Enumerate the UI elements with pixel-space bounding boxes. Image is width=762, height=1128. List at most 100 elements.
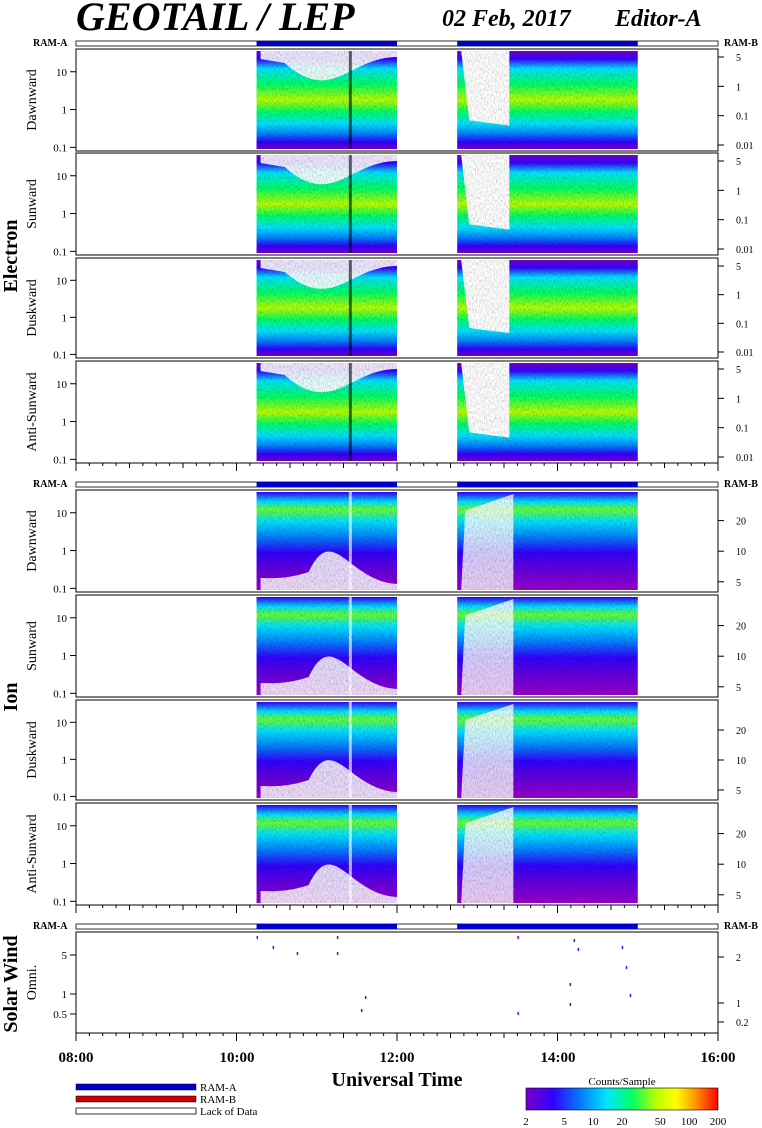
legend-swatch-ram-a — [75, 1083, 197, 1091]
legend-swatch-lack — [75, 1107, 197, 1115]
panel-label: Sunward — [25, 621, 40, 671]
spectrogram-gap — [461, 599, 514, 695]
y-tick-label: 0.1 — [53, 791, 67, 803]
ram-bar-segment — [256, 482, 397, 487]
ram-b-label: RAM-B — [724, 38, 758, 49]
right-tick-label: 0.1 — [736, 319, 749, 330]
ion-panel: 10 1 0.1 Duskward 20 10 5 — [25, 699, 746, 803]
ram-a-label: RAM-A — [33, 921, 68, 932]
electron-group-label: Electron — [0, 220, 22, 293]
y-tick-label: 10 — [56, 379, 68, 391]
spectrogram-gap — [461, 807, 514, 903]
spectrogram-gap — [461, 704, 514, 798]
panel-frame — [75, 489, 719, 593]
spectrogram-spike — [348, 51, 352, 149]
spectrogram-block — [256, 492, 638, 590]
x-tick-label: 14:00 — [541, 1050, 576, 1066]
data-point — [517, 936, 519, 939]
panel-frame — [75, 257, 719, 359]
spectrogram-gap — [260, 155, 397, 185]
data-point — [336, 952, 339, 955]
data-point — [256, 936, 259, 939]
legend-swatch-ram-b — [75, 1095, 197, 1103]
data-point — [577, 948, 580, 951]
panel-label: Duskward — [25, 279, 40, 337]
y-tick-label: 1 — [62, 312, 68, 324]
electron-panel: 10 1 0.1 Duskward 5 1 0.1 0.01 — [25, 257, 754, 361]
panel-label: Duskward — [25, 721, 40, 779]
panel-frame — [75, 48, 719, 152]
y-tick-label: 0.5 — [53, 1009, 67, 1021]
spectrogram-block — [256, 363, 638, 461]
panel-label: Dawnward — [25, 510, 40, 571]
spectrogram-block — [256, 155, 638, 253]
right-tick-label: 5 — [736, 157, 741, 168]
panel-label: Anti-Sunward — [25, 814, 40, 893]
spectrogram-spike — [348, 260, 352, 356]
colorbar-tick-label: 200 — [710, 1116, 727, 1128]
right-tick-label: 0.01 — [736, 141, 754, 152]
panel-frame — [75, 594, 719, 698]
y-tick-label: 1 — [62, 209, 68, 221]
data-point — [625, 966, 628, 969]
right-tick-label: 5 — [736, 786, 741, 797]
spectrogram-gap — [461, 155, 510, 230]
right-tick-label: 0.01 — [736, 348, 754, 359]
ion-group-label: Ion — [0, 683, 22, 712]
right-tick-label: 10 — [736, 756, 746, 767]
right-tick-label: 20 — [736, 517, 746, 528]
data-point — [517, 1012, 519, 1015]
spectrogram-gap — [461, 363, 510, 438]
electron-panel: 10 1 0.1 Anti-Sunward 5 1 0.1 0.01 — [25, 360, 754, 466]
right-tick-label: 0.01 — [736, 453, 754, 464]
ram-status-bar: RAM-A RAM-B — [33, 38, 758, 49]
right-tick-label: 2 — [736, 953, 741, 964]
right-tick-label: 1 — [736, 82, 741, 93]
ion-panel: 10 1 0.1 Anti-Sunward 20 10 5 — [25, 802, 746, 908]
right-tick-label: 1 — [736, 394, 741, 405]
panel-label: Dawnward — [25, 69, 40, 130]
y-tick-label: 1 — [62, 417, 68, 429]
data-point — [629, 994, 632, 997]
spectrogram-block — [256, 702, 638, 798]
spectrogram-gap — [260, 864, 397, 903]
y-tick-label: 0.1 — [53, 896, 67, 908]
y-tick-label: 1 — [62, 859, 68, 871]
data-point — [364, 996, 367, 999]
spectrogram-block — [256, 805, 638, 903]
y-tick-label: 10 — [56, 821, 68, 833]
spectrogram-spike — [348, 702, 352, 798]
right-tick-label: 1 — [736, 291, 741, 302]
y-tick-label: 10 — [56, 613, 68, 625]
panel-frame — [75, 152, 719, 256]
ion-panel: 10 1 0.1 Sunward 20 10 5 — [25, 594, 746, 700]
right-tick-label: 0.2 — [736, 1018, 749, 1029]
spectrogram-spike — [348, 155, 352, 253]
right-tick-label: 1 — [736, 999, 741, 1010]
y-tick-label: 0.1 — [53, 246, 67, 258]
legend-label-lack: Lack of Data — [200, 1106, 258, 1118]
right-tick-label: 10 — [736, 652, 746, 663]
spectrogram-gap — [260, 260, 397, 289]
panel-label: Anti-Sunward — [25, 372, 40, 451]
spectrogram-spike — [348, 492, 352, 590]
right-tick-label: 20 — [736, 830, 746, 841]
ram-bar-segment — [256, 41, 397, 46]
panel-frame — [75, 699, 719, 801]
colorbar: Counts/Sample 2 5 10 20 50 100 200 — [523, 1076, 727, 1128]
right-tick-label: 0.1 — [736, 216, 749, 227]
spectrogram-block — [256, 260, 638, 356]
right-tick-label: 20 — [736, 726, 746, 737]
x-tick-label: 08:00 — [59, 1050, 94, 1066]
colorbar-tick-label: 10 — [588, 1116, 600, 1128]
right-tick-label: 10 — [736, 547, 746, 558]
right-tick-label: 0.1 — [736, 424, 749, 435]
right-tick-label: 5 — [736, 891, 741, 902]
y-tick-label: 0.1 — [53, 142, 67, 154]
panel-label: Omni. — [25, 965, 40, 1000]
solar-wind-panel: 5 1 0.5 Omni. 2 1 0.2 — [25, 931, 749, 1041]
y-tick-label: 10 — [56, 508, 68, 520]
data-point — [360, 1009, 363, 1012]
spectrogram-gap — [461, 51, 510, 126]
